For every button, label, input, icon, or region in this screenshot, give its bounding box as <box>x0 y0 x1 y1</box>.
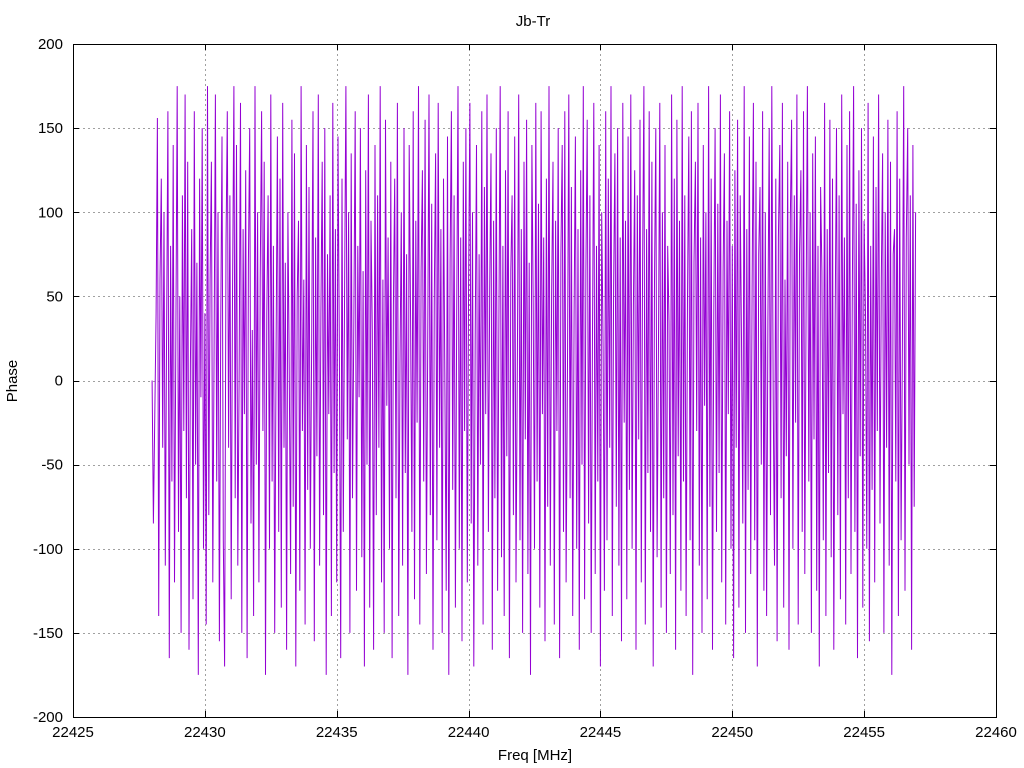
y-tick-label: 150 <box>38 120 63 137</box>
y-tick-label: 100 <box>38 204 63 221</box>
x-axis-label: Freq [MHz] <box>498 747 572 764</box>
y-tick-labels: -200 -150 -100 -50 0 50 100 150 200 <box>33 36 63 726</box>
y-tick-label: -100 <box>33 541 63 558</box>
y-tick-label: -150 <box>33 625 63 642</box>
y-tick-label: -50 <box>41 457 63 474</box>
x-tick-label: 22460 <box>975 724 1017 741</box>
y-tick-label: 0 <box>55 373 63 390</box>
x-tick-label: 22435 <box>316 724 358 741</box>
axis-ticks <box>73 44 997 718</box>
x-tick-label: 22440 <box>448 724 490 741</box>
chart-title: Jb-Tr <box>516 13 550 30</box>
y-tick-label: -200 <box>33 709 63 726</box>
x-tick-labels: 22425 22430 22435 22440 22445 22450 22455 22460 <box>52 724 1017 741</box>
series-lines <box>151 86 917 675</box>
x-tick-label: 22425 <box>52 724 94 741</box>
y-axis-label: Phase <box>4 360 21 403</box>
y-tick-label: 50 <box>46 288 63 305</box>
x-tick-label: 22455 <box>843 724 885 741</box>
x-tick-label: 22445 <box>580 724 622 741</box>
phase-series-line <box>151 86 917 675</box>
y-tick-label: 200 <box>38 36 63 53</box>
x-tick-label: 22450 <box>711 724 753 741</box>
x-tick-label: 22430 <box>184 724 226 741</box>
